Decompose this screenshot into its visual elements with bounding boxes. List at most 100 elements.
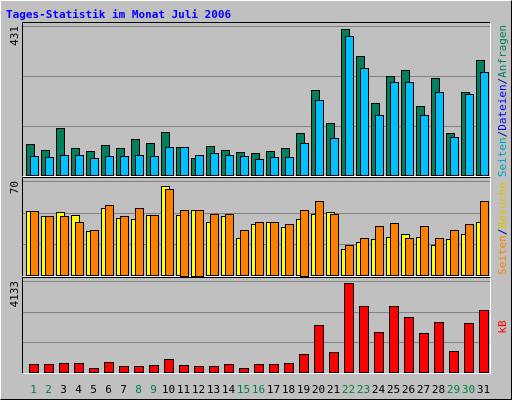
bar [284, 363, 294, 373]
legend-entry: Anfragen [496, 25, 509, 78]
bar [90, 230, 99, 276]
legend-entry: Seiten [496, 137, 509, 177]
bar [434, 322, 444, 373]
bar [149, 365, 159, 373]
legend-entry: Besuche [496, 182, 509, 228]
bar [224, 364, 234, 373]
panel-edge-dark [22, 22, 491, 177]
bar [330, 214, 339, 276]
bar [269, 364, 279, 373]
bar [134, 366, 144, 373]
bar [240, 156, 249, 176]
x-tick-label: 24 [372, 383, 386, 396]
bar [435, 238, 444, 276]
bar [435, 92, 444, 176]
legend-entry: kB [496, 320, 509, 334]
bar [314, 325, 324, 373]
bar [150, 156, 159, 176]
x-tick-label: 19 [297, 383, 310, 396]
x-tick-label: 2 [45, 383, 52, 396]
bar [344, 283, 354, 373]
bar [75, 155, 84, 176]
panel-edge-dark [22, 277, 491, 374]
bar [255, 159, 264, 176]
bar [315, 100, 324, 176]
y-tick-label: 431 [8, 26, 21, 46]
bar [389, 306, 399, 373]
bar [45, 157, 54, 176]
x-tick-label: 18 [282, 383, 295, 396]
bar [315, 201, 324, 276]
bar [300, 210, 309, 277]
x-tick-label: 31 [477, 383, 490, 396]
x-tick-label: 20 [312, 383, 325, 396]
bar [465, 94, 474, 176]
bar [30, 156, 39, 176]
bar [450, 137, 459, 176]
x-tick-label: 21 [327, 383, 340, 396]
bar [164, 359, 174, 373]
bar [405, 238, 414, 276]
x-tick-label: 17 [267, 383, 280, 396]
bar [120, 156, 129, 176]
x-tick-label: 14 [222, 383, 236, 396]
bar [375, 115, 384, 176]
bar [60, 216, 69, 276]
bar [240, 230, 249, 276]
y-tick-label: 4133 [8, 281, 21, 308]
bar [210, 153, 219, 176]
x-tick-label: 1 [30, 383, 37, 396]
bar [270, 157, 279, 176]
bar [225, 214, 234, 276]
bar [359, 306, 369, 373]
bar [465, 224, 474, 276]
bar [74, 363, 84, 373]
bar [90, 158, 99, 176]
panel-edge-light [22, 22, 491, 177]
bar [210, 214, 219, 276]
bar [479, 310, 489, 373]
bar [29, 364, 39, 373]
chart-title: Tages-Statistik im Monat Juli 2006 [6, 8, 232, 21]
bar [225, 155, 234, 176]
panel-edge-light [22, 277, 491, 374]
bar [89, 368, 99, 373]
x-tick-label: 11 [177, 383, 190, 396]
x-tick-label: 30 [462, 383, 475, 396]
x-tick-label: 3 [60, 383, 67, 396]
x-tick-label: 4 [75, 383, 82, 396]
bar [180, 210, 189, 277]
x-tick-label: 16 [252, 383, 265, 396]
x-tick-label: 23 [357, 383, 370, 396]
bar [195, 155, 204, 176]
bar [464, 323, 474, 373]
bar [420, 115, 429, 176]
bar [165, 189, 174, 276]
bar [239, 368, 249, 373]
x-tick-label: 27 [417, 383, 430, 396]
bar [135, 208, 144, 276]
x-tick-label: 7 [120, 383, 127, 396]
x-tick-label: 6 [105, 383, 112, 396]
bar [419, 333, 429, 373]
bar [480, 201, 489, 276]
bar [119, 366, 129, 373]
legend: Seiten/Dateien/Anfragen [496, 25, 509, 177]
y-tick-label: 70 [8, 181, 21, 194]
bar [404, 317, 414, 373]
bar [195, 210, 204, 277]
bar [360, 238, 369, 276]
bar [345, 36, 354, 176]
x-tick-label: 26 [402, 383, 415, 396]
x-tick-label: 13 [207, 383, 220, 396]
x-tick-label: 12 [192, 383, 205, 396]
bar [135, 155, 144, 176]
bar [390, 223, 399, 276]
bar [179, 365, 189, 373]
legend-entry: / [496, 78, 509, 85]
legend: kB [496, 320, 509, 334]
bar [449, 351, 459, 373]
bar [450, 230, 459, 276]
